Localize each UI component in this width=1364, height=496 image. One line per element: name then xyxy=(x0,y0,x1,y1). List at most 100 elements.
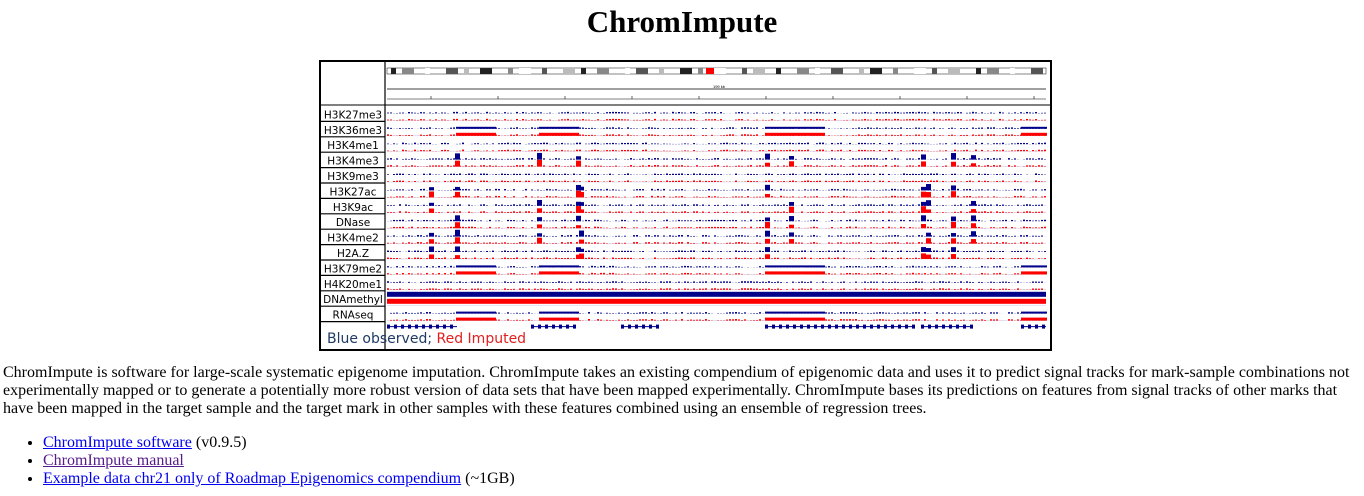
peak-imputed xyxy=(789,239,794,244)
signal-bar xyxy=(711,165,713,167)
signal-bar xyxy=(525,235,527,237)
signal-bar xyxy=(900,257,902,259)
signal-bar xyxy=(714,173,716,175)
signal-bar xyxy=(867,119,869,121)
signal-bar xyxy=(735,242,737,244)
signal-bar xyxy=(756,227,758,229)
signal-bar xyxy=(609,189,611,191)
signal-bar xyxy=(501,258,503,259)
signal-bar xyxy=(963,251,965,252)
peak-imputed xyxy=(537,224,542,229)
signal-bar xyxy=(573,112,575,114)
signal-bar xyxy=(723,196,725,198)
signal-bar xyxy=(945,143,947,145)
signal-bar xyxy=(900,112,902,114)
signal-bar xyxy=(423,211,425,213)
signal-bar xyxy=(837,257,839,259)
signal-bar xyxy=(1020,119,1022,121)
signal-bar xyxy=(867,211,869,213)
signal-bar xyxy=(603,150,605,152)
signal-bar xyxy=(771,180,773,182)
signal-bar xyxy=(693,111,695,114)
signal-bar xyxy=(510,273,512,275)
signal-bar xyxy=(744,235,746,237)
signal-bar xyxy=(864,189,866,191)
ideogram-band xyxy=(815,68,820,74)
signal-bar xyxy=(1044,219,1046,222)
peak-observed xyxy=(951,233,956,237)
signal-bar xyxy=(708,195,710,198)
signal-bar xyxy=(516,204,518,206)
signal-bar xyxy=(741,149,743,152)
signal-bar xyxy=(852,128,854,129)
signal-bar xyxy=(795,181,797,182)
signal-bar xyxy=(528,180,530,182)
signal-bar xyxy=(612,196,614,198)
peak-imputed xyxy=(576,206,581,213)
signal-bar xyxy=(525,188,527,191)
signal-bar xyxy=(399,128,401,129)
signal-bar xyxy=(840,128,842,129)
signal-bar xyxy=(819,250,821,252)
signal-bar xyxy=(717,258,719,259)
signal-bar xyxy=(831,242,833,244)
signal-bar xyxy=(987,235,989,237)
signal-bar xyxy=(651,150,653,152)
signal-bar xyxy=(936,205,938,206)
signal-bar xyxy=(534,112,536,114)
signal-bar xyxy=(678,219,680,222)
signal-bar xyxy=(999,143,1001,145)
signal-bar xyxy=(495,204,497,206)
signal-bar xyxy=(921,273,923,275)
signal-bar xyxy=(603,128,605,129)
signal-bar xyxy=(411,112,413,114)
signal-bar xyxy=(930,128,932,129)
signal-bar xyxy=(909,273,911,275)
signal-bar xyxy=(420,188,422,191)
signal-bar xyxy=(954,273,956,275)
signal-bar xyxy=(615,227,617,229)
peak-imputed xyxy=(921,161,926,167)
signal-bar xyxy=(567,196,569,198)
signal-bar xyxy=(444,119,446,121)
signal-bar xyxy=(978,235,980,237)
signal-bar xyxy=(564,242,566,244)
signal-bar xyxy=(960,112,962,114)
signal-bar xyxy=(876,212,878,213)
signal-bar xyxy=(495,227,497,229)
signal-bar xyxy=(462,226,464,229)
signal-bar xyxy=(1005,235,1007,237)
signal-bar xyxy=(762,189,764,191)
signal-bar xyxy=(558,212,560,213)
broad-domain-observed xyxy=(539,126,579,129)
signal-bar xyxy=(879,135,881,136)
signal-bar xyxy=(669,251,671,252)
signal-bar xyxy=(585,127,587,129)
signal-bar xyxy=(645,220,647,222)
signal-bar xyxy=(876,134,878,136)
signal-bar xyxy=(654,134,656,136)
signal-bar xyxy=(1014,150,1016,152)
signal-bar xyxy=(597,219,599,222)
signal-bar xyxy=(639,211,641,213)
signal-bar xyxy=(561,196,563,198)
signal-bar xyxy=(942,212,944,213)
signal-bar xyxy=(819,112,821,114)
signal-bar xyxy=(597,112,599,114)
signal-bar xyxy=(729,150,731,152)
signal-bar xyxy=(702,174,704,175)
signal-bar xyxy=(672,165,674,167)
signal-bar xyxy=(621,204,623,206)
signal-bar xyxy=(690,227,692,229)
signal-bar xyxy=(672,211,674,213)
signal-bar xyxy=(756,189,758,191)
signal-bar xyxy=(435,251,437,252)
signal-bar xyxy=(636,196,638,198)
signal-bar xyxy=(882,158,884,160)
signal-bar xyxy=(567,189,569,191)
signal-bar xyxy=(888,196,890,198)
signal-bar xyxy=(945,273,947,275)
signal-bar xyxy=(1011,219,1013,222)
signal-bar xyxy=(387,158,389,160)
signal-bar xyxy=(1014,112,1016,114)
